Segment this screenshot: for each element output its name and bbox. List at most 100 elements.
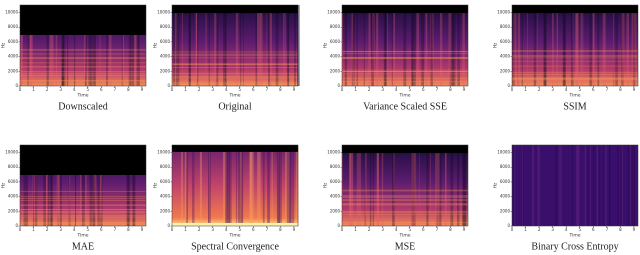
spectrogram-stripe bbox=[411, 5, 413, 86]
spectrogram-stripe bbox=[294, 5, 296, 86]
spectrogram-band bbox=[172, 5, 298, 14]
x-tick-label: 9 bbox=[463, 87, 466, 92]
spectrogram-harmonic bbox=[512, 78, 638, 80]
x-tick-label: 6 bbox=[100, 227, 103, 232]
spectrogram-stripe bbox=[61, 5, 64, 86]
spectrogram-stripe bbox=[602, 5, 604, 86]
spectrogram-stripe bbox=[109, 5, 112, 86]
x-tick-label: 3 bbox=[381, 87, 384, 92]
spectrogram-harmonic bbox=[172, 54, 298, 56]
y-tick-label: 4000 bbox=[500, 54, 511, 59]
spectrogram-harmonic bbox=[172, 84, 298, 85]
spectrogram-stripe bbox=[92, 145, 96, 226]
spectrogram-stripe bbox=[174, 5, 178, 86]
spectrogram-stripe bbox=[186, 145, 189, 226]
x-tick-label: 2 bbox=[46, 87, 49, 92]
spectrogram-stripe bbox=[376, 5, 379, 86]
spectrogram-stripe bbox=[634, 5, 637, 86]
x-tick-label: 5 bbox=[238, 227, 241, 232]
spectrogram-harmonic bbox=[342, 71, 468, 72]
x-tick-label: 3 bbox=[551, 227, 554, 232]
spectrogram-harmonic bbox=[512, 65, 638, 67]
spectrogram-harmonic bbox=[172, 67, 298, 68]
spectrogram-stripe bbox=[350, 145, 353, 226]
y-tick-label: 6000 bbox=[8, 179, 19, 184]
x-tick-label: 6 bbox=[592, 87, 595, 92]
spectrogram-stripe bbox=[277, 145, 280, 226]
spectrogram-stripe bbox=[88, 5, 91, 86]
x-tick-label: 8 bbox=[449, 87, 452, 92]
spectrogram-stripe bbox=[342, 145, 343, 226]
y-tick-label: 8000 bbox=[8, 164, 19, 169]
spectrogram-stripe bbox=[353, 5, 355, 86]
spectrogram-band bbox=[20, 145, 146, 175]
spectrogram-stripe bbox=[414, 145, 417, 226]
x-tick-label: 6 bbox=[252, 227, 255, 232]
plot-frame bbox=[171, 144, 299, 227]
spectrogram-harmonic bbox=[20, 57, 146, 59]
spectrogram-stripe bbox=[69, 145, 71, 226]
spectrogram-bg bbox=[342, 5, 468, 86]
spectrogram-stripe bbox=[196, 5, 198, 86]
spectrogram-stripe bbox=[618, 145, 620, 226]
spectrogram-harmonic bbox=[20, 80, 146, 82]
x-tick-label: 9 bbox=[141, 87, 144, 92]
spectrogram-stripe bbox=[32, 145, 36, 226]
spectrogram-stripe bbox=[267, 145, 271, 226]
spectrogram-stripe bbox=[609, 145, 611, 226]
spectrogram-stripe bbox=[349, 145, 352, 226]
spectrogram-stripe bbox=[562, 5, 566, 86]
spectrogram-stripe bbox=[35, 145, 38, 226]
x-tick-label: 2 bbox=[538, 87, 541, 92]
spectrogram-stripe bbox=[344, 5, 347, 86]
spectrogram-harmonic bbox=[20, 57, 146, 59]
spectrogram-stripe bbox=[257, 5, 259, 86]
spectrogram-stripe bbox=[621, 5, 624, 86]
spectrogram-harmonic bbox=[20, 57, 146, 59]
x-tick-label: 9 bbox=[633, 227, 636, 232]
y-tick-label: 4000 bbox=[330, 194, 341, 199]
x-tick-label: 0 bbox=[19, 87, 22, 92]
y-tick-label: 8000 bbox=[330, 164, 341, 169]
spectrogram-harmonic bbox=[342, 51, 468, 52]
spectrogram-stripe bbox=[189, 5, 191, 86]
caption: SSIM bbox=[563, 101, 586, 112]
x-axis-label: Time bbox=[398, 233, 410, 239]
spectrogram-stripe bbox=[85, 145, 87, 226]
spectrogram-harmonic bbox=[20, 71, 146, 72]
y-tick-label: 2000 bbox=[160, 68, 171, 73]
spectrogram-stripe bbox=[457, 145, 460, 226]
y-axis-label: Hz bbox=[493, 182, 499, 188]
spectrogram-stripe bbox=[268, 5, 271, 86]
spectrogram-stripe bbox=[176, 5, 177, 86]
x-tick-label: 3 bbox=[381, 227, 384, 232]
spectrogram-stripe bbox=[128, 5, 131, 86]
spectrogram-stripe bbox=[99, 145, 103, 226]
spectrogram-stripe bbox=[208, 145, 210, 226]
x-axis-label: Time bbox=[228, 233, 240, 239]
spectrogram-harmonic bbox=[512, 72, 638, 74]
spectrogram-stripe bbox=[56, 145, 60, 226]
x-tick-label: 4 bbox=[73, 87, 76, 92]
spectrogram-stripe bbox=[199, 145, 202, 226]
x-tick-label: 2 bbox=[198, 227, 201, 232]
spectrogram-stripe bbox=[387, 5, 388, 86]
spectrogram-stripe bbox=[181, 145, 183, 226]
spectrogram-stripe bbox=[464, 145, 467, 226]
spectrogram-band bbox=[512, 5, 638, 14]
spectrogram-harmonic bbox=[20, 216, 146, 218]
y-tick-label: 10000 bbox=[157, 150, 170, 155]
plot-frame bbox=[511, 144, 639, 227]
spectrogram-stripe bbox=[33, 145, 35, 226]
spectrogram-bg bbox=[512, 5, 638, 86]
spectrogram-harmonic bbox=[342, 70, 468, 72]
spectrogram-harmonic bbox=[20, 49, 146, 51]
spectrogram-stripe bbox=[571, 145, 574, 226]
x-tick-label: 5 bbox=[578, 87, 581, 92]
spectrogram-stripe bbox=[517, 5, 519, 86]
spectrogram-harmonic bbox=[342, 212, 468, 213]
spectrogram-stripe bbox=[364, 145, 366, 226]
x-tick-label: 2 bbox=[368, 87, 371, 92]
x-tick-label: 7 bbox=[606, 87, 609, 92]
spectrogram-stripe bbox=[222, 145, 227, 226]
